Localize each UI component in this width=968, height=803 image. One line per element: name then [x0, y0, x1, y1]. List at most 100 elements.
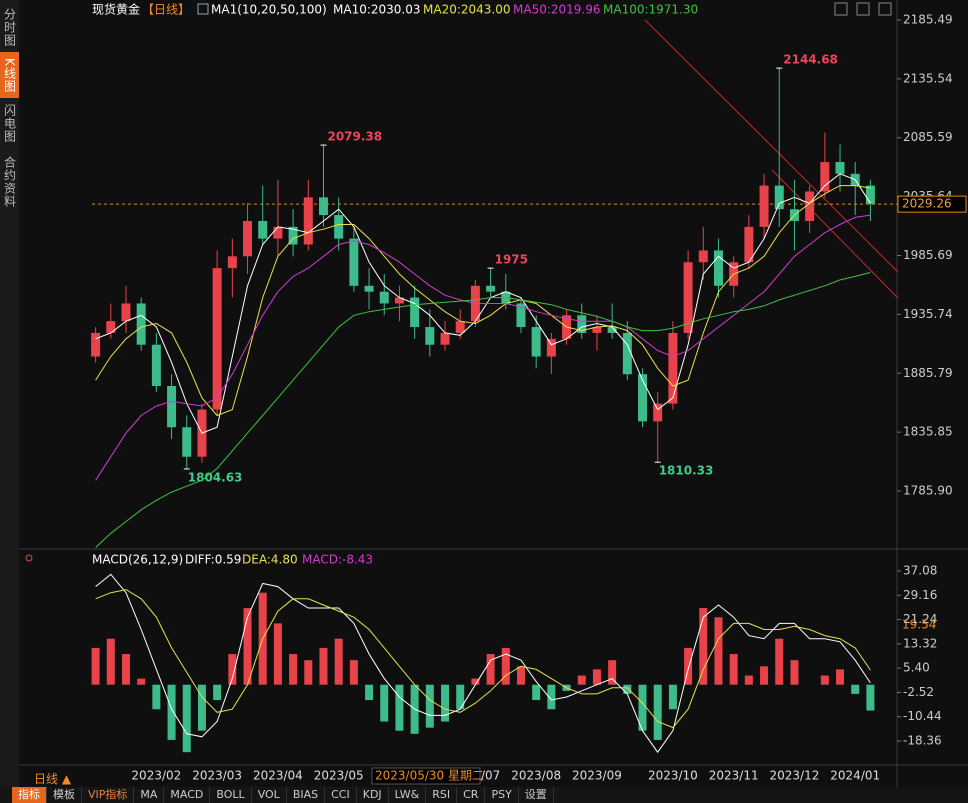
candle-body — [151, 344, 161, 386]
legend-text: MA1(10,20,50,100) — [211, 3, 327, 17]
candle-body — [805, 191, 815, 221]
macd-bar — [167, 684, 176, 740]
x-tick-label: 2023/12 — [770, 769, 820, 783]
candle-body — [167, 385, 177, 428]
candle-body — [258, 220, 268, 239]
bottom-tab[interactable]: 设置 — [519, 787, 554, 803]
macd-bar — [760, 666, 769, 685]
bottom-tab[interactable]: BOLL — [210, 787, 252, 803]
bottom-tab[interactable]: VIP指标 — [82, 787, 135, 803]
macd-bar — [699, 608, 708, 685]
sidebar: 分时图 K线图 闪电图 合约资料 — [0, 0, 19, 803]
ma-line — [95, 272, 871, 548]
candle-body — [653, 403, 663, 422]
macd-bar — [152, 684, 161, 710]
candle-body — [227, 256, 237, 269]
macd-bar — [456, 684, 465, 710]
high-label: 1975 — [495, 253, 528, 267]
panel-icon[interactable] — [25, 554, 33, 562]
macd-bar — [228, 654, 237, 685]
y-tick-label: 29.16 — [903, 588, 937, 602]
macd-bar — [851, 684, 860, 694]
legend-entry: MA50:2019.96 — [513, 3, 601, 17]
macd-bar — [91, 647, 100, 685]
icon[interactable] — [856, 2, 870, 16]
macd-bar — [471, 678, 480, 685]
candle-body — [136, 303, 146, 345]
bottom-tab[interactable]: LW& — [389, 787, 427, 803]
candle-body — [91, 332, 101, 357]
icon[interactable] — [834, 2, 848, 16]
macd-bar — [516, 666, 525, 685]
macd-bar — [577, 675, 586, 685]
bottom-tab[interactable]: MA — [134, 787, 165, 803]
bottom-tab[interactable]: RSI — [426, 787, 458, 803]
tab[interactable]: 合约资料 — [2, 156, 17, 208]
bottom-tab[interactable]: CR — [457, 787, 486, 803]
x-tick-label: 2023/04 — [253, 769, 303, 783]
macd-bar — [395, 684, 404, 731]
y-tick-label: 13.32 — [903, 636, 937, 650]
candle-body — [243, 220, 253, 257]
candle-body — [182, 427, 192, 457]
candle-body — [531, 327, 541, 357]
candle-body — [607, 327, 617, 333]
bottom-tab[interactable]: BIAS — [287, 787, 326, 803]
period-tab[interactable]: 日线 ▲ — [34, 772, 72, 786]
macd-bar — [365, 684, 374, 701]
macd-bar — [729, 654, 738, 685]
candle-body — [364, 285, 374, 292]
bottom-tab[interactable]: KDJ — [357, 787, 389, 803]
candle-body — [668, 332, 678, 404]
candle-body — [698, 250, 708, 263]
bottom-tab[interactable]: VOL — [252, 787, 287, 803]
y-tick-label: 1985.69 — [903, 248, 953, 262]
candle-body — [820, 162, 830, 192]
macd-bar — [638, 684, 647, 731]
bottom-tab[interactable]: 指标 — [12, 787, 47, 803]
macd-bar — [197, 684, 206, 731]
macd-bar — [501, 647, 510, 685]
macd-bar — [349, 660, 358, 685]
y-tick-label: 2185.49 — [903, 12, 953, 26]
tab[interactable]: 闪电图 — [2, 103, 17, 143]
x-tick-label: 2023/08 — [511, 769, 561, 783]
candle-body — [121, 303, 131, 322]
bottom-tab[interactable]: CCI — [325, 787, 357, 803]
x-tick-label: 2023/10 — [648, 769, 698, 783]
high-label: 2079.38 — [327, 130, 382, 144]
x-tick-label: 2023/09 — [572, 769, 622, 783]
legend-entry: MA20:2043.00 — [423, 3, 511, 17]
candle-body — [379, 291, 389, 304]
legend-text: 现货黄金 — [92, 2, 140, 17]
last-price-label: 2029.26 — [902, 197, 952, 211]
macd-bar — [714, 617, 723, 685]
candle-body — [486, 285, 496, 292]
macd-bar — [425, 684, 434, 728]
legend-entry: DIFF:0.59 — [185, 553, 241, 567]
candle-body — [683, 262, 693, 333]
icon[interactable] — [878, 2, 892, 16]
ma-line — [95, 173, 871, 434]
x-tick-label: 2024/01 — [830, 769, 880, 783]
macd-bar — [653, 684, 662, 740]
bottom-tab[interactable]: 模板 — [47, 787, 82, 803]
cursor-box — [371, 767, 481, 785]
legend-entry: MACD:-8.43 — [302, 553, 373, 567]
macd-bar — [441, 684, 450, 722]
candle-body — [516, 303, 526, 328]
macd-bar — [380, 684, 389, 722]
tab[interactable]: 分时图 — [2, 7, 17, 47]
legend-entry: DEA:4.80 — [242, 553, 298, 567]
bottom-tab[interactable]: MACD — [164, 787, 211, 803]
candle-body — [440, 332, 450, 345]
bottom-tab[interactable]: PSY — [485, 787, 519, 803]
candle-body — [455, 321, 465, 333]
legend-text: 【日线】 — [142, 3, 190, 17]
tab[interactable]: K线图 — [0, 52, 19, 98]
macd-bar — [243, 608, 252, 685]
indicator-icon — [197, 3, 209, 15]
macd-bar — [334, 638, 343, 685]
